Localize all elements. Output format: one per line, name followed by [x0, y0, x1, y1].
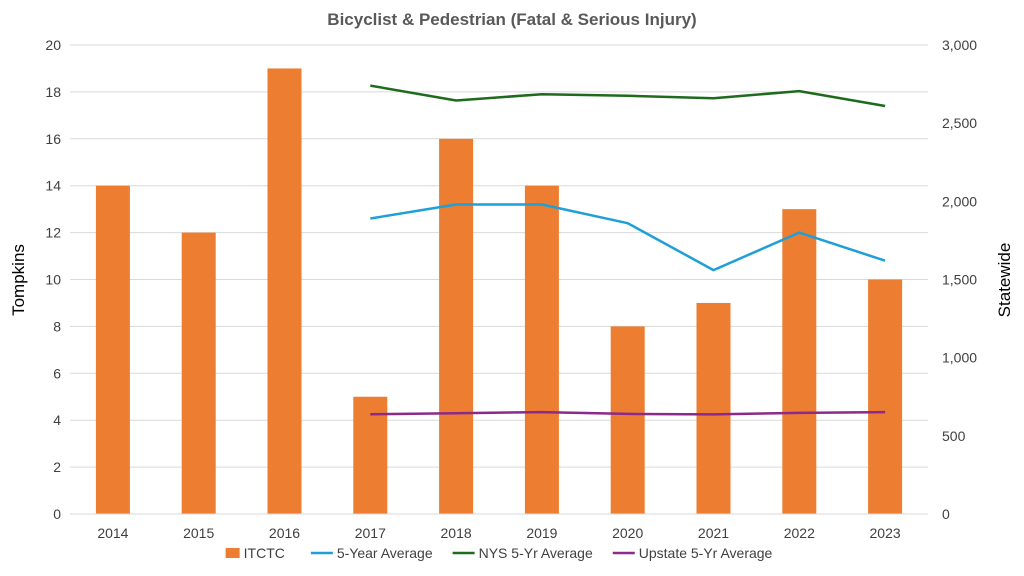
y-tick-label-left: 10	[45, 272, 61, 288]
y-tick-label-right: 1,000	[942, 350, 977, 366]
bar-2014	[95, 185, 130, 514]
x-tick-label: 2016	[269, 525, 300, 541]
legend-label: ITCTC	[244, 545, 285, 561]
x-tick-label: 2014	[97, 525, 128, 541]
line-upstate-5-yr-average	[370, 410, 886, 416]
bar-2018	[439, 138, 474, 515]
legend-item: Upstate 5-Yr Average	[612, 545, 773, 561]
legend-label: NYS 5-Yr Average	[479, 545, 593, 561]
bar-2019	[524, 185, 559, 514]
y-tick-label-left: 14	[45, 178, 61, 194]
bar-2023	[868, 279, 903, 514]
y-tick-label-left: 4	[53, 412, 61, 428]
legend-label: Upstate 5-Yr Average	[639, 545, 773, 561]
y-tick-label-left: 20	[45, 37, 61, 53]
x-tick-label: 2020	[612, 525, 643, 541]
legend-item: ITCTC	[225, 545, 285, 561]
line-5-year-average	[370, 203, 886, 272]
y-tick-label-right: 500	[942, 428, 966, 444]
y-tick-label-left: 6	[53, 365, 61, 381]
x-tick-label: 2015	[183, 525, 214, 541]
y-axis-left-title: Tompkins	[9, 244, 28, 316]
y-tick-label-left: 0	[53, 506, 61, 522]
x-tick-label: 2021	[698, 525, 729, 541]
y-tick-label-right: 2,000	[942, 193, 977, 209]
legend-item: 5-Year Average	[310, 545, 433, 561]
legend-swatch	[225, 548, 240, 558]
chart-title: Bicyclist & Pedestrian (Fatal & Serious …	[327, 10, 696, 29]
bar-2017	[353, 396, 388, 514]
bar-2015	[181, 232, 216, 514]
y-tick-label-left: 12	[45, 225, 61, 241]
line-nys-5-yr-average	[370, 84, 886, 108]
y-axis-right-ticks: 0 500 1,000 1,500 2,000 2,500 3,000	[942, 37, 977, 522]
y-tick-label-left: 8	[53, 318, 61, 334]
y-tick-label-right: 2,500	[942, 115, 977, 131]
bar-2022	[782, 209, 817, 514]
y-axis-left-ticks: 0 2 4 6 8 10 12 14 16 18 20	[45, 37, 61, 522]
x-tick-label: 2018	[441, 525, 472, 541]
legend-item: NYS 5-Yr Average	[452, 545, 593, 561]
bar-2020	[610, 326, 645, 514]
x-tick-label: 2017	[355, 525, 386, 541]
y-tick-label-right: 0	[942, 506, 950, 522]
x-axis-ticks: 2014 2015 2016 2017 2018 2019 2020 2021 2022 2023	[97, 525, 901, 541]
bar-series	[95, 68, 903, 515]
bar-2021	[696, 302, 731, 514]
bar-2016	[267, 68, 302, 514]
x-tick-label: 2022	[784, 525, 815, 541]
line-series	[370, 84, 886, 416]
y-tick-label-left: 2	[53, 459, 61, 475]
y-tick-label-right: 3,000	[942, 37, 977, 53]
x-tick-label: 2019	[526, 525, 557, 541]
y-tick-label-left: 18	[45, 84, 61, 100]
legend: ITCTC 5-Year Average NYS 5-Yr Average Upsta…	[225, 545, 773, 561]
y-axis-right-title: Statewide	[995, 243, 1014, 318]
y-tick-label-left: 16	[45, 131, 61, 147]
x-tick-label: 2023	[870, 525, 901, 541]
legend-label: 5-Year Average	[337, 545, 433, 561]
y-tick-label-right: 1,500	[942, 272, 977, 288]
